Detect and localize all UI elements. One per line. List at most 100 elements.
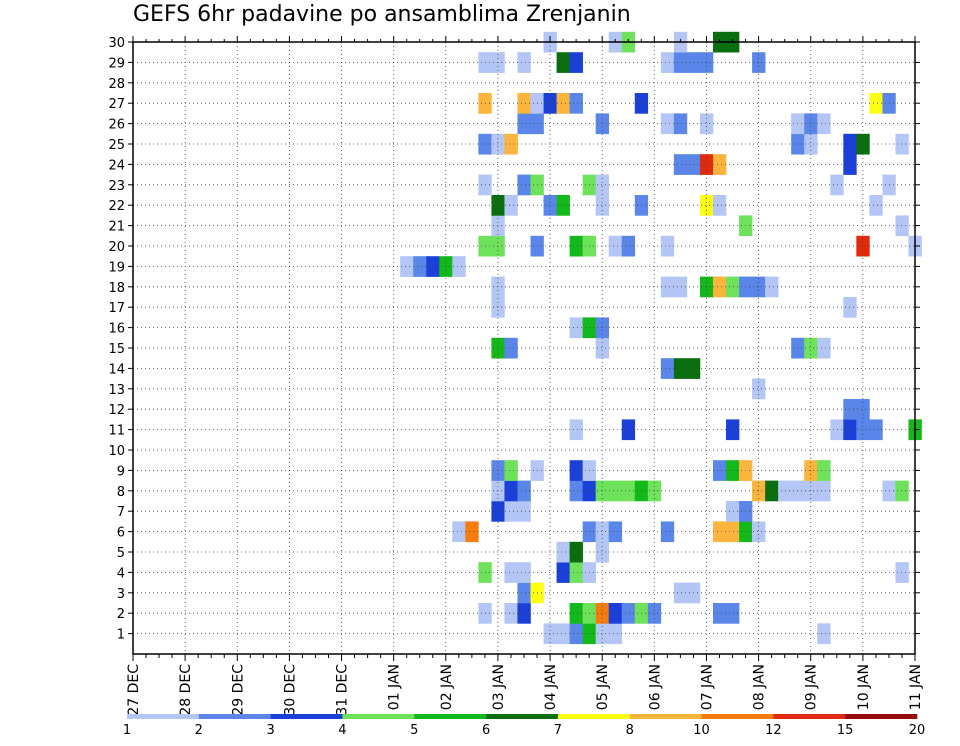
heatmap-cell <box>517 52 531 73</box>
x-tick-label: 01 JAN <box>387 664 403 710</box>
y-tick-label: 20 <box>108 240 125 255</box>
heatmap-cell <box>712 460 727 481</box>
colorbar-swatch <box>127 714 200 719</box>
heatmap-cell <box>556 93 570 114</box>
y-tick-label: 10 <box>108 444 125 459</box>
heatmap-cell <box>517 93 531 114</box>
colorbar-swatch <box>557 714 631 719</box>
heatmap-cell <box>673 52 688 73</box>
colorbar-label: 7 <box>554 723 562 738</box>
heatmap-cell <box>595 337 610 359</box>
heatmap-cell <box>673 154 688 175</box>
heatmap-cell <box>517 501 531 522</box>
heatmap-cell <box>804 113 818 135</box>
heatmap-cell <box>400 256 414 277</box>
cells-layer <box>400 31 922 645</box>
heatmap-cell <box>778 480 792 502</box>
heatmap-cell <box>712 195 727 216</box>
heatmap-cell <box>595 195 610 216</box>
y-tick-label: 3 <box>117 587 125 602</box>
colorbar-label: 2 <box>195 723 203 738</box>
heatmap-cell <box>621 480 636 502</box>
heatmap-cell <box>556 541 570 563</box>
heatmap-cell <box>517 174 531 196</box>
heatmap-cell <box>569 460 583 481</box>
heatmap-cell <box>699 195 714 216</box>
heatmap-cell <box>830 174 844 196</box>
heatmap-cell <box>752 378 766 400</box>
y-tick-label: 26 <box>108 118 125 133</box>
heatmap-cell <box>452 521 466 543</box>
heatmap-cell <box>621 235 636 257</box>
heatmap-cell <box>608 521 623 543</box>
colorbar-swatch <box>270 714 343 719</box>
colorbar-swatch <box>198 714 271 719</box>
x-tick-label: 07 JAN <box>699 664 715 710</box>
heatmap-cell <box>504 603 518 624</box>
heatmap-cell <box>569 93 583 114</box>
heatmap-cell <box>647 603 662 624</box>
heatmap-cell <box>595 521 610 543</box>
x-tick-label: 08 JAN <box>752 664 768 710</box>
heatmap-cell <box>491 501 505 522</box>
colorbar-swatch <box>845 714 918 719</box>
heatmap-cell <box>869 419 883 441</box>
y-tick-label: 7 <box>117 505 125 520</box>
y-tick-label: 16 <box>108 322 125 337</box>
heatmap-cell <box>726 419 740 441</box>
heatmap-cell <box>699 113 714 135</box>
heatmap-cell <box>504 501 518 522</box>
heatmap-cell <box>673 358 688 379</box>
x-tick-label: 29 DEC <box>230 664 246 716</box>
heatmap-cell <box>595 603 610 624</box>
heatmap-cell <box>608 235 623 257</box>
y-tick-label: 21 <box>108 220 125 235</box>
heatmap-cell <box>765 480 779 502</box>
heatmap-cell <box>726 501 740 522</box>
heatmap-cell <box>517 582 531 604</box>
heatmap-cell <box>856 419 870 441</box>
heatmap-cell <box>660 113 675 135</box>
heatmap-cell <box>869 195 883 216</box>
heatmap-cell <box>569 419 583 441</box>
colorbar-label: 8 <box>626 723 634 738</box>
x-tick-label: 09 JAN <box>804 664 820 710</box>
chart-title: GEFS 6hr padavine po ansamblima Zrenjani… <box>133 2 631 27</box>
y-tick-label: 4 <box>117 566 125 581</box>
heatmap-cell <box>608 480 623 502</box>
heatmap-cell <box>660 358 675 379</box>
colorbar-swatch <box>342 714 415 719</box>
x-tick-label: 02 JAN <box>439 664 455 710</box>
heatmap-cell <box>595 541 610 563</box>
heatmap-cell <box>517 480 531 502</box>
y-tick-label: 30 <box>108 36 125 51</box>
x-tick-label: 04 JAN <box>543 664 559 710</box>
heatmap-cell <box>504 337 518 359</box>
heatmap-cell <box>895 562 909 583</box>
y-tick-label: 23 <box>108 179 125 194</box>
heatmap-cell <box>712 603 727 624</box>
heatmap-cell <box>699 154 714 175</box>
heatmap-cell <box>452 256 466 277</box>
axes-layer: 1234567891011121314151617181920212223242… <box>108 36 924 716</box>
heatmap-cell <box>504 562 518 583</box>
x-tick-label: 30 DEC <box>282 664 298 716</box>
heatmap-cell <box>595 113 610 135</box>
heatmap-cell <box>569 603 583 624</box>
colorbar-swatch <box>414 714 487 719</box>
heatmap-cell <box>660 52 675 73</box>
heatmap-cell <box>595 623 610 645</box>
y-tick-label: 2 <box>117 607 125 622</box>
y-tick-label: 18 <box>108 281 125 296</box>
heatmap-cell <box>491 297 505 318</box>
colorbar-label: 4 <box>338 723 346 738</box>
heatmap-cell <box>543 195 557 216</box>
heatmap-cell <box>569 562 583 583</box>
colorbar-swatch <box>773 714 846 719</box>
heatmap-cell <box>504 460 518 481</box>
x-tick-label: 06 JAN <box>647 664 663 710</box>
heatmap-cell <box>556 52 570 73</box>
heatmap-cell <box>556 195 570 216</box>
heatmap-cell <box>491 337 505 359</box>
x-tick-label: 03 JAN <box>491 664 507 710</box>
